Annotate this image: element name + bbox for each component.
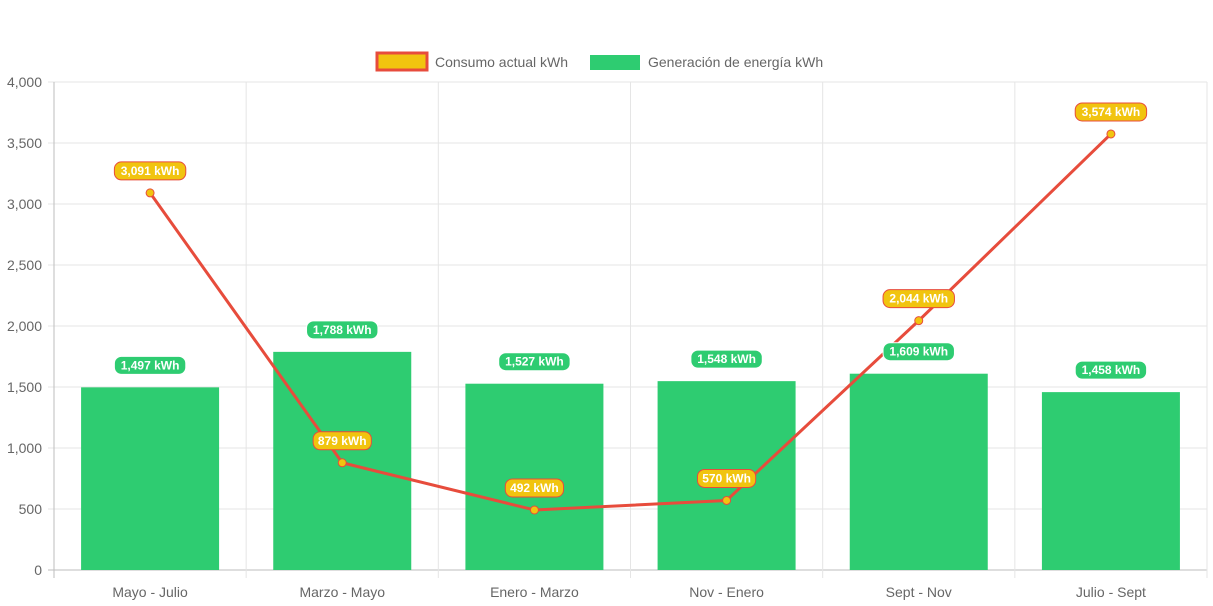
y-tick-label: 3,000 xyxy=(7,196,42,212)
line-data-label: 3,574 kWh xyxy=(1074,102,1148,122)
legend-swatch-generacion[interactable] xyxy=(590,55,640,70)
data-label-bg xyxy=(696,468,757,488)
line-data-label: 879 kWh xyxy=(312,431,372,451)
line-point xyxy=(337,458,347,468)
grid xyxy=(48,81,1208,578)
data-label-text: 3,091 kWh xyxy=(121,164,180,178)
y-tick-label: 0 xyxy=(34,562,42,578)
data-label-bg xyxy=(1074,102,1148,122)
data-label-text: 570 kWh xyxy=(702,471,751,485)
data-label-text: 2,044 kWh xyxy=(889,292,948,306)
bar-data-label: 1,527 kWh xyxy=(498,352,571,372)
line-point xyxy=(722,495,732,505)
bar-data-label: 1,788 kWh xyxy=(306,320,379,340)
line-point xyxy=(529,505,539,515)
x-tick-label: Enero - Marzo xyxy=(490,584,579,600)
data-label-bg xyxy=(498,352,571,372)
bar xyxy=(1041,392,1180,570)
axes: 0 500 1,000 1,500 2,000 2,500 3,000 3,500 4,000 M… xyxy=(7,74,1146,600)
data-label-text: 1,458 kWh xyxy=(1082,363,1141,377)
y-tick-label: 4,000 xyxy=(7,74,42,90)
y-tick-label: 1,000 xyxy=(7,440,42,456)
y-tick-label: 3,500 xyxy=(7,135,42,151)
data-label-bg xyxy=(882,342,955,362)
data-label-text: 1,527 kWh xyxy=(505,355,564,369)
bar xyxy=(849,373,988,570)
line-point xyxy=(914,316,924,326)
data-label-bg xyxy=(1074,360,1148,380)
data-label-text: 1,548 kWh xyxy=(697,352,756,366)
line-point xyxy=(145,188,155,198)
bar-data-label: 1,458 kWh xyxy=(1074,360,1148,380)
y-tick-label: 500 xyxy=(19,501,43,517)
data-label-bg xyxy=(690,349,763,369)
line-series xyxy=(145,129,1116,515)
x-tick-label: Nov - Enero xyxy=(689,584,764,600)
bar xyxy=(465,383,604,570)
legend: Consumo actual kWh Generación de energía… xyxy=(375,51,823,72)
legend-label-generacion[interactable]: Generación de energía kWh xyxy=(648,54,823,70)
x-tick-label: Julio - Sept xyxy=(1076,584,1146,600)
line-point xyxy=(1106,129,1116,139)
data-label-bg xyxy=(312,431,372,451)
y-tick-label: 2,000 xyxy=(7,318,42,334)
data-label-text: 1,788 kWh xyxy=(313,323,372,337)
legend-label-consumo[interactable]: Consumo actual kWh xyxy=(435,54,568,70)
legend-swatch-consumo[interactable] xyxy=(375,51,429,72)
line-data-label: 2,044 kWh xyxy=(882,289,955,309)
data-label-bg xyxy=(882,289,955,309)
series-line xyxy=(148,132,1112,512)
line-data-label: 570 kWh xyxy=(696,468,757,488)
data-label-text: 3,574 kWh xyxy=(1082,105,1141,119)
y-tick-label: 1,500 xyxy=(7,379,42,395)
data-label-bg xyxy=(306,320,379,340)
line-data-label: 3,091 kWh xyxy=(113,161,187,181)
y-tick-label: 2,500 xyxy=(7,257,42,273)
bar xyxy=(81,387,220,570)
data-label-bg xyxy=(113,161,187,181)
data-label-text: 879 kWh xyxy=(318,434,367,448)
data-label-bg xyxy=(113,355,187,375)
data-label-text: 1,497 kWh xyxy=(121,358,180,372)
line-data-label: 492 kWh xyxy=(504,478,565,498)
data-label-text: 492 kWh xyxy=(510,481,559,495)
x-tick-label: Sept - Nov xyxy=(886,584,952,600)
bar-data-label: 1,497 kWh xyxy=(113,355,187,375)
x-tick-label: Marzo - Mayo xyxy=(299,584,385,600)
bar-series xyxy=(81,351,1180,570)
data-labels: 1,497 kWh 1,788 kWh 1,527 kWh 1,548 kWh 1,60… xyxy=(113,102,1148,498)
data-label-bg xyxy=(504,478,565,498)
bar-data-label: 1,548 kWh xyxy=(690,349,763,369)
x-tick-label: Mayo - Julio xyxy=(112,584,188,600)
bar-data-label: 1,609 kWh xyxy=(882,342,955,362)
data-label-text: 1,609 kWh xyxy=(889,345,948,359)
